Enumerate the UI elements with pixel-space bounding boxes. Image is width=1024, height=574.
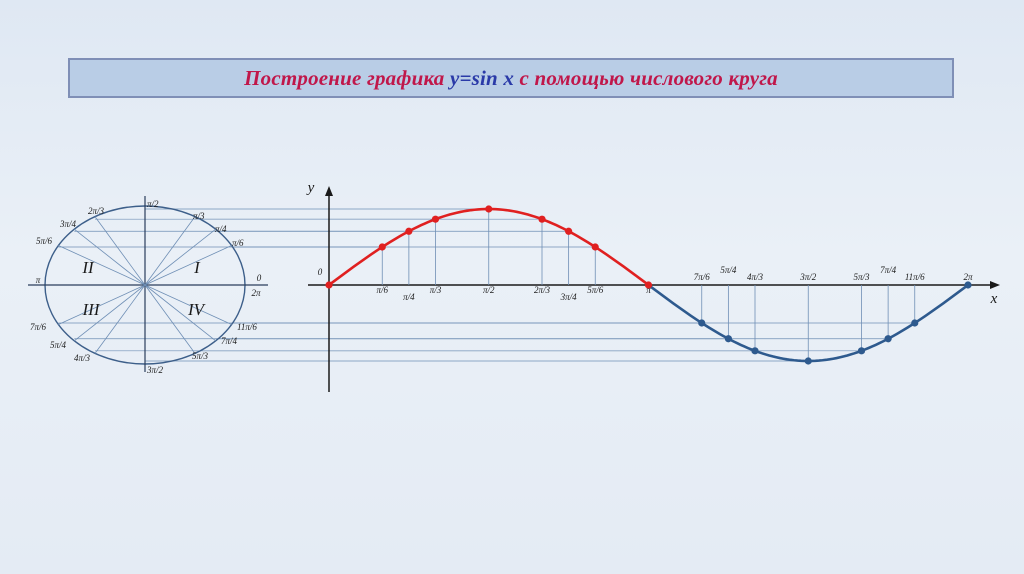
curve-point [325, 281, 333, 289]
quadrant-label: II [81, 258, 95, 277]
title-formula: y=sin x [449, 65, 515, 90]
radius-line [58, 284, 146, 325]
circle-angle-label: 7π/4 [221, 336, 238, 346]
circle-angle-label: π/6 [232, 238, 244, 248]
projection-lines [58, 208, 915, 362]
radius-line [144, 228, 216, 286]
curve-point [911, 319, 919, 327]
circle-angle-label: π/3 [193, 211, 205, 221]
curve-point [698, 319, 706, 327]
curve-point [485, 205, 493, 213]
circle-angle-label: 5π/3 [192, 351, 209, 361]
title-prefix: Построение графика [244, 65, 450, 90]
x-tick-label: π/3 [430, 285, 442, 295]
x-tick-label: 4π/3 [747, 272, 764, 282]
curve-point [884, 335, 892, 343]
slide-title: Построение графика y=sin x с помощью чис… [244, 66, 778, 91]
vertical-drop-lines [381, 209, 916, 361]
radius-line [58, 245, 146, 286]
curve-point [857, 347, 866, 355]
curve-point [964, 281, 972, 289]
x-tick-label: π/6 [376, 285, 388, 295]
curve-point [724, 335, 732, 343]
radius-line [94, 216, 146, 286]
radius-line [74, 284, 146, 342]
curve-point [431, 215, 440, 223]
x-tick-label: 7π/6 [694, 272, 711, 282]
x-tick-label: π/2 [483, 285, 495, 295]
curve-point [378, 243, 386, 251]
circle-angle-label: 2π/3 [88, 206, 105, 216]
x-tick-label: 5π/3 [853, 272, 870, 282]
radius-line [144, 284, 196, 354]
circle-angle-label: 3π/4 [59, 219, 77, 229]
radius-line [74, 228, 146, 286]
curve-point [644, 281, 653, 289]
x-tick-label: π [646, 285, 651, 295]
y-axis-arrow [325, 186, 333, 196]
circle-angle-label: 11π/6 [237, 322, 257, 332]
unit-circle: 0 π/6 π/4 π/3 π/2 2π/3 3π/4 5π/6 π 7π/65π/4 4π/3 3π… [28, 196, 268, 375]
graph-axes: x y 0 [306, 180, 1000, 392]
curve-points [325, 205, 972, 365]
radius-line [144, 216, 196, 286]
x-tick-label: 3π/2 [799, 272, 817, 282]
circle-angle-label: 5π/6 [36, 236, 53, 246]
x-tick-label: 2π/3 [534, 285, 551, 295]
x-tick-label: π/4 [403, 292, 415, 302]
x-tick-label: 7π/4 [880, 265, 897, 275]
title-suffix: с помощью числового круга [514, 65, 778, 90]
radius-line [144, 284, 232, 325]
origin-label: 0 [318, 267, 323, 277]
radius-line [144, 245, 232, 286]
circle-angle-label: 0 [257, 273, 262, 283]
curve-point [591, 243, 599, 251]
x-tick-label: 2π [963, 272, 973, 282]
x-axis-label: x [990, 291, 998, 307]
curve-point [405, 227, 413, 235]
circle-angle-label: 5π/4 [50, 340, 67, 350]
x-axis-arrow [990, 281, 1000, 289]
x-tick-labels: π/6 π/4 π/3 π/2 2π/3 3π/4 5π/6 π 7π/6 5π/4 4π/3 3π/… [376, 265, 973, 302]
quadrant-label: III [82, 300, 101, 319]
x-tick-label: 5π/4 [720, 265, 737, 275]
curve-point [538, 215, 546, 223]
circle-angle-label: π [36, 275, 41, 285]
curve-point [804, 357, 812, 365]
circle-angle-label: 3π/2 [146, 365, 164, 375]
y-axis-label: y [306, 180, 315, 196]
quadrant-label: IV [187, 300, 207, 319]
circle-angle-label: 7π/6 [30, 322, 47, 332]
circle-angle-label: π/4 [215, 224, 227, 234]
radius-line [94, 284, 146, 354]
x-tick-label: 3π/4 [560, 292, 578, 302]
curve-point [565, 227, 573, 235]
x-tick-label: 11π/6 [905, 272, 925, 282]
circle-angle-label: π/2 [147, 199, 159, 209]
quadrant-label: I [193, 258, 201, 277]
circle-angle-label: 2π [251, 288, 261, 298]
title-box: Построение графика y=sin x с помощью чис… [68, 58, 954, 98]
x-tick-label: 5π/6 [587, 285, 604, 295]
curve-point [751, 347, 759, 355]
circle-angle-label: 4π/3 [74, 353, 91, 363]
radius-line [144, 284, 216, 342]
